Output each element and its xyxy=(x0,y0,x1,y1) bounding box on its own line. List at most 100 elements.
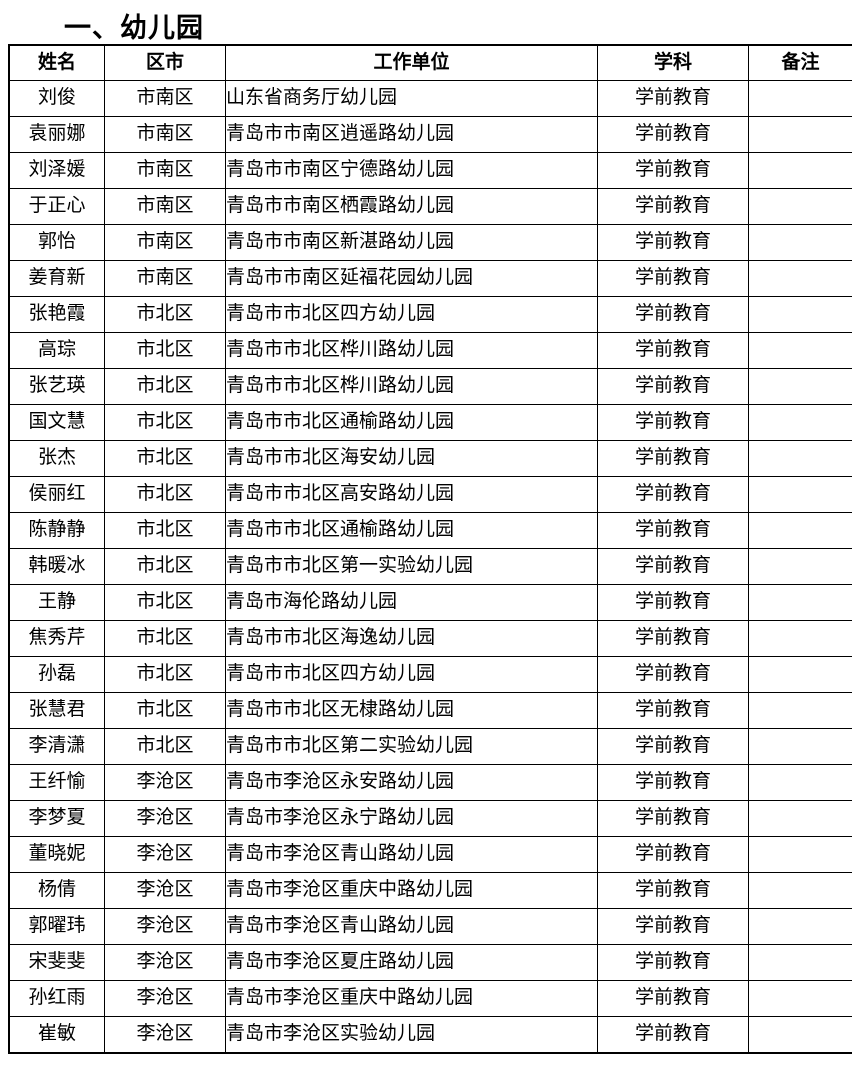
cell-subject: 学前教育 xyxy=(597,584,749,621)
cell-unit: 青岛市市北区海逸幼儿园 xyxy=(225,620,598,657)
cell-district: 市北区 xyxy=(104,476,226,513)
cell-district: 李沧区 xyxy=(104,800,226,837)
table-row: 刘泽媛 市南区 青岛市市南区宁德路幼儿园 学前教育 xyxy=(8,152,852,189)
cell-district: 市南区 xyxy=(104,188,226,225)
cell-name: 刘俊 xyxy=(8,80,105,117)
column-header-name: 姓名 xyxy=(8,44,105,81)
cell-remark xyxy=(748,440,852,477)
cell-subject: 学前教育 xyxy=(597,656,749,693)
table-row: 焦秀芹 市北区 青岛市市北区海逸幼儿园 学前教育 xyxy=(8,620,852,657)
section-title: 一、幼儿园 xyxy=(64,13,204,43)
cell-name: 宋斐斐 xyxy=(8,944,105,981)
table-row: 董晓妮 李沧区 青岛市李沧区青山路幼儿园 学前教育 xyxy=(8,836,852,873)
cell-unit: 青岛市李沧区重庆中路幼儿园 xyxy=(225,980,598,1017)
cell-remark xyxy=(748,152,852,189)
cell-remark xyxy=(748,1016,852,1054)
cell-subject: 学前教育 xyxy=(597,620,749,657)
table-row: 高琮 市北区 青岛市市北区桦川路幼儿园 学前教育 xyxy=(8,332,852,369)
cell-name: 高琮 xyxy=(8,332,105,369)
cell-district: 市南区 xyxy=(104,116,226,153)
cell-unit: 青岛市市南区延福花园幼儿园 xyxy=(225,260,598,297)
cell-name: 姜育新 xyxy=(8,260,105,297)
cell-remark xyxy=(748,656,852,693)
cell-name: 李梦夏 xyxy=(8,800,105,837)
table-row: 杨倩 李沧区 青岛市李沧区重庆中路幼儿园 学前教育 xyxy=(8,872,852,909)
table-row: 于正心 市南区 青岛市市南区栖霞路幼儿园 学前教育 xyxy=(8,188,852,225)
cell-subject: 学前教育 xyxy=(597,404,749,441)
cell-unit: 青岛市李沧区重庆中路幼儿园 xyxy=(225,872,598,909)
cell-unit: 青岛市海伦路幼儿园 xyxy=(225,584,598,621)
cell-unit: 青岛市市北区第二实验幼儿园 xyxy=(225,728,598,765)
cell-subject: 学前教育 xyxy=(597,260,749,297)
cell-subject: 学前教育 xyxy=(597,764,749,801)
cell-subject: 学前教育 xyxy=(597,908,749,945)
cell-remark xyxy=(748,188,852,225)
cell-name: 杨倩 xyxy=(8,872,105,909)
table-row: 王纤愉 李沧区 青岛市李沧区永安路幼儿园 学前教育 xyxy=(8,764,852,801)
cell-district: 李沧区 xyxy=(104,872,226,909)
cell-subject: 学前教育 xyxy=(597,980,749,1017)
cell-unit: 青岛市李沧区青山路幼儿园 xyxy=(225,836,598,873)
table-row: 陈静静 市北区 青岛市市北区通榆路幼儿园 学前教育 xyxy=(8,512,852,549)
cell-remark xyxy=(748,260,852,297)
cell-subject: 学前教育 xyxy=(597,692,749,729)
cell-unit: 青岛市市北区第一实验幼儿园 xyxy=(225,548,598,585)
cell-district: 李沧区 xyxy=(104,1016,226,1054)
table-row: 孙红雨 李沧区 青岛市李沧区重庆中路幼儿园 学前教育 xyxy=(8,980,852,1017)
cell-subject: 学前教育 xyxy=(597,440,749,477)
cell-name: 于正心 xyxy=(8,188,105,225)
cell-remark xyxy=(748,800,852,837)
cell-name: 袁丽娜 xyxy=(8,116,105,153)
cell-unit: 青岛市市北区四方幼儿园 xyxy=(225,656,598,693)
table-header-row: 姓名 区市 工作单位 学科 备注 xyxy=(8,44,852,81)
cell-unit: 青岛市市南区栖霞路幼儿园 xyxy=(225,188,598,225)
cell-subject: 学前教育 xyxy=(597,224,749,261)
cell-unit: 青岛市市北区桦川路幼儿园 xyxy=(225,332,598,369)
table-row: 郭曜玮 李沧区 青岛市李沧区青山路幼儿园 学前教育 xyxy=(8,908,852,945)
cell-name: 张艺瑛 xyxy=(8,368,105,405)
cell-remark xyxy=(748,764,852,801)
cell-subject: 学前教育 xyxy=(597,944,749,981)
cell-remark xyxy=(748,512,852,549)
cell-remark xyxy=(748,80,852,117)
table-row: 宋斐斐 李沧区 青岛市李沧区夏庄路幼儿园 学前教育 xyxy=(8,944,852,981)
cell-subject: 学前教育 xyxy=(597,548,749,585)
cell-district: 李沧区 xyxy=(104,764,226,801)
cell-district: 市南区 xyxy=(104,224,226,261)
cell-unit: 青岛市市北区无棣路幼儿园 xyxy=(225,692,598,729)
cell-district: 市北区 xyxy=(104,728,226,765)
cell-name: 张艳霞 xyxy=(8,296,105,333)
table-row: 李梦夏 李沧区 青岛市李沧区永宁路幼儿园 学前教育 xyxy=(8,800,852,837)
cell-name: 国文慧 xyxy=(8,404,105,441)
table-row: 张杰 市北区 青岛市市北区海安幼儿园 学前教育 xyxy=(8,440,852,477)
cell-district: 市北区 xyxy=(104,404,226,441)
cell-subject: 学前教育 xyxy=(597,476,749,513)
cell-name: 陈静静 xyxy=(8,512,105,549)
cell-district: 市北区 xyxy=(104,584,226,621)
cell-name: 侯丽红 xyxy=(8,476,105,513)
cell-name: 孙磊 xyxy=(8,656,105,693)
cell-subject: 学前教育 xyxy=(597,512,749,549)
cell-subject: 学前教育 xyxy=(597,1016,749,1054)
column-header-remark: 备注 xyxy=(748,44,852,81)
cell-remark xyxy=(748,980,852,1017)
cell-name: 刘泽媛 xyxy=(8,152,105,189)
cell-subject: 学前教育 xyxy=(597,800,749,837)
cell-name: 崔敏 xyxy=(8,1016,105,1054)
cell-subject: 学前教育 xyxy=(597,152,749,189)
table-header: 姓名 区市 工作单位 学科 备注 xyxy=(8,44,852,81)
table-row: 张艺瑛 市北区 青岛市市北区桦川路幼儿园 学前教育 xyxy=(8,368,852,405)
cell-subject: 学前教育 xyxy=(597,116,749,153)
cell-remark xyxy=(748,116,852,153)
cell-district: 李沧区 xyxy=(104,836,226,873)
cell-unit: 青岛市市南区宁德路幼儿园 xyxy=(225,152,598,189)
table-row: 崔敏 李沧区 青岛市李沧区实验幼儿园 学前教育 xyxy=(8,1016,852,1054)
cell-remark xyxy=(748,548,852,585)
cell-unit: 青岛市市北区通榆路幼儿园 xyxy=(225,404,598,441)
cell-subject: 学前教育 xyxy=(597,728,749,765)
cell-subject: 学前教育 xyxy=(597,332,749,369)
table-row: 韩暖冰 市北区 青岛市市北区第一实验幼儿园 学前教育 xyxy=(8,548,852,585)
table-row: 国文慧 市北区 青岛市市北区通榆路幼儿园 学前教育 xyxy=(8,404,852,441)
cell-name: 张杰 xyxy=(8,440,105,477)
